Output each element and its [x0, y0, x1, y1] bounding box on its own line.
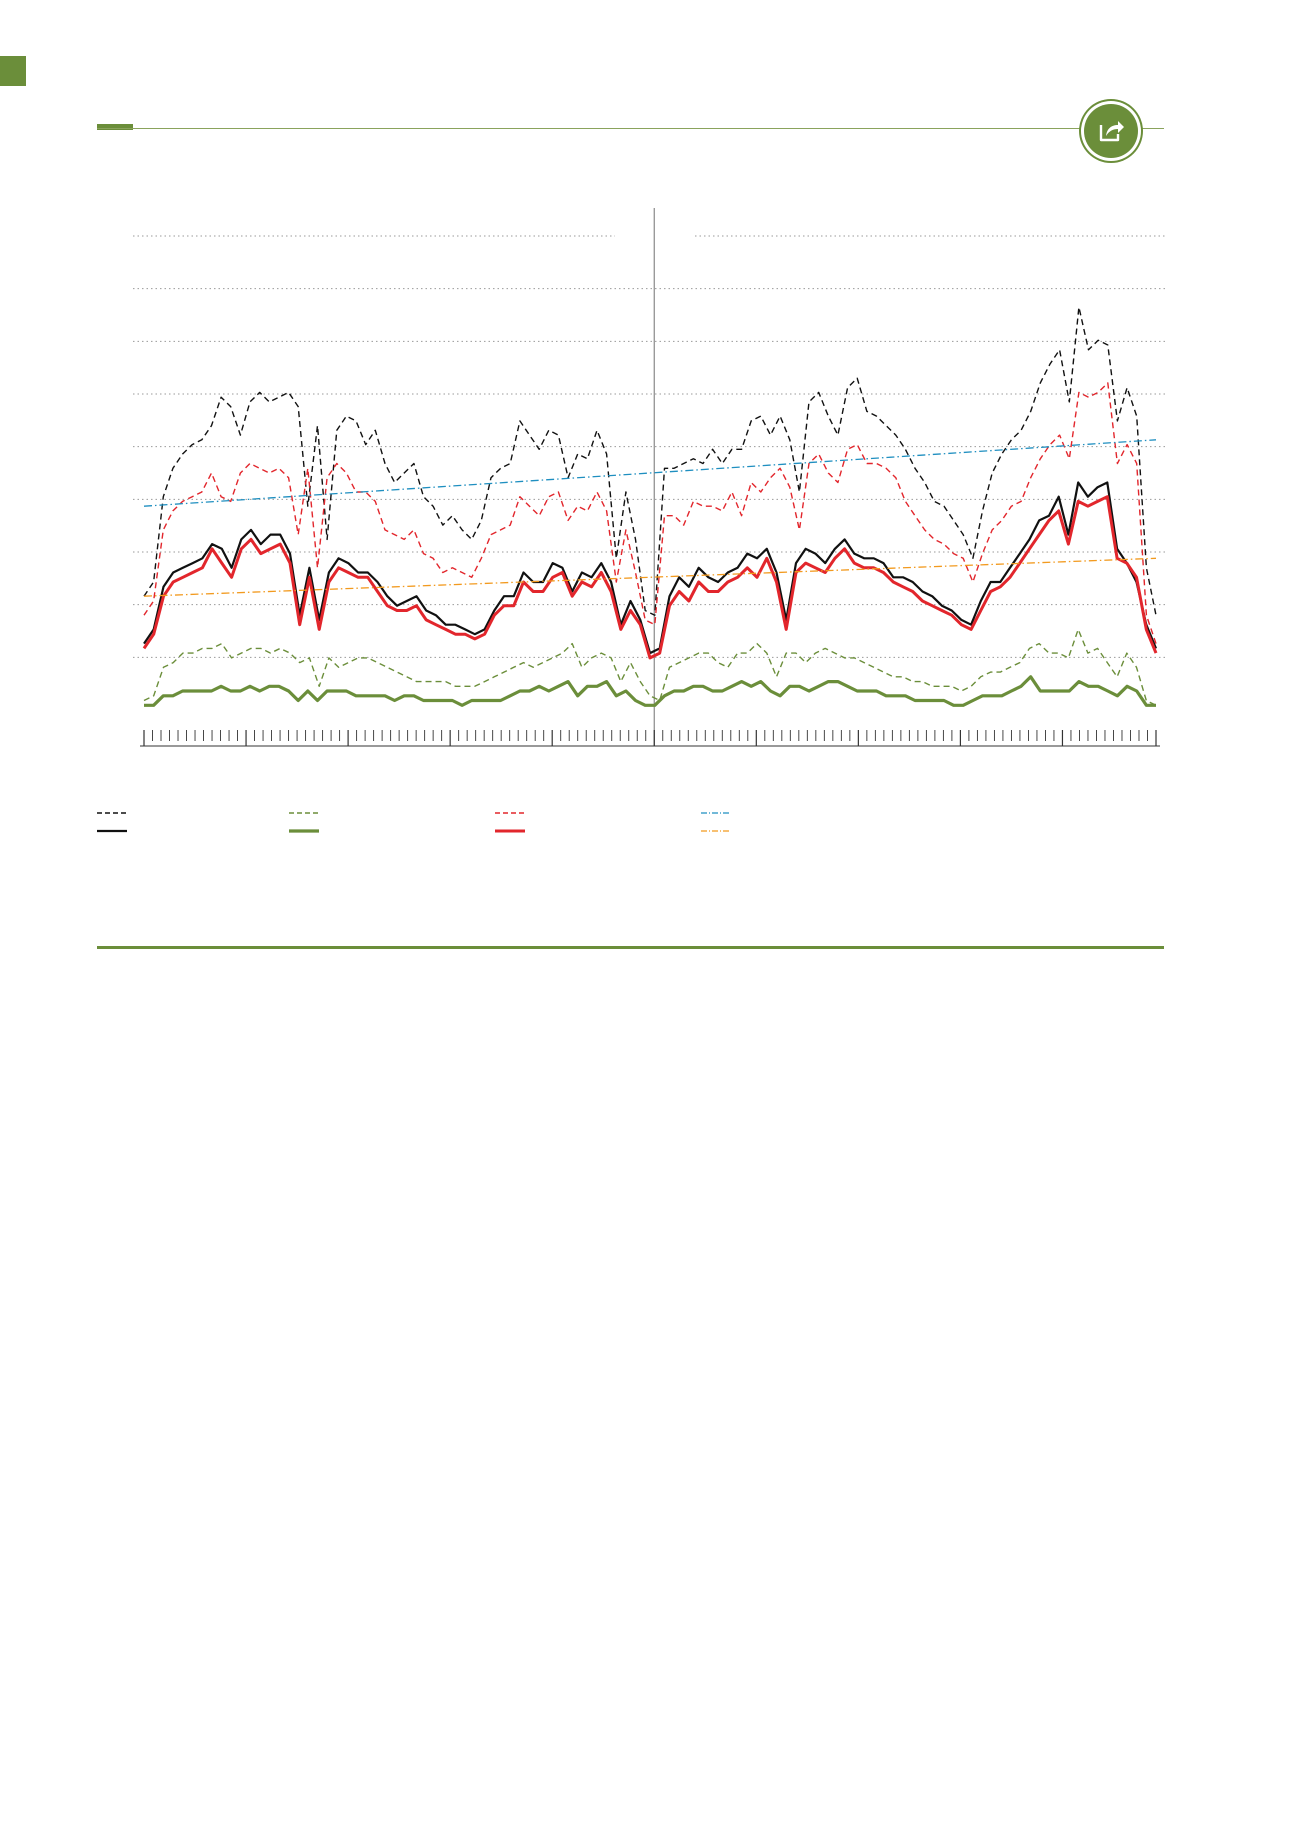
legend-blue-trend	[701, 812, 731, 814]
chart-gridlines	[133, 235, 1166, 658]
legend-orange-trend	[701, 830, 731, 832]
legend-green-dashed	[289, 812, 319, 814]
legend-red-solid	[495, 829, 525, 833]
x-axis-ticks	[143, 730, 1157, 746]
legend-red-dashed	[495, 812, 525, 814]
series-line-1	[143, 306, 1157, 616]
line-chart	[133, 208, 1166, 747]
share-button[interactable]	[1084, 104, 1138, 158]
legend-green-solid	[289, 829, 319, 833]
series-line-5	[143, 628, 1157, 706]
footer-rule	[97, 946, 1164, 949]
header-accent-bar	[97, 124, 133, 130]
legend-black-solid	[97, 829, 127, 833]
series-line-4	[142, 495, 1158, 660]
section-tab	[0, 56, 26, 86]
series-line-6	[144, 675, 1156, 707]
share-arrow-icon	[1099, 121, 1124, 142]
series-line-8	[143, 557, 1157, 597]
series-line-7	[143, 439, 1157, 507]
header-rule	[97, 128, 1164, 129]
legend-black-dashed	[97, 812, 127, 814]
series-line-2	[143, 382, 1157, 644]
chart-series	[142, 306, 1158, 707]
series-line-3	[143, 481, 1158, 655]
